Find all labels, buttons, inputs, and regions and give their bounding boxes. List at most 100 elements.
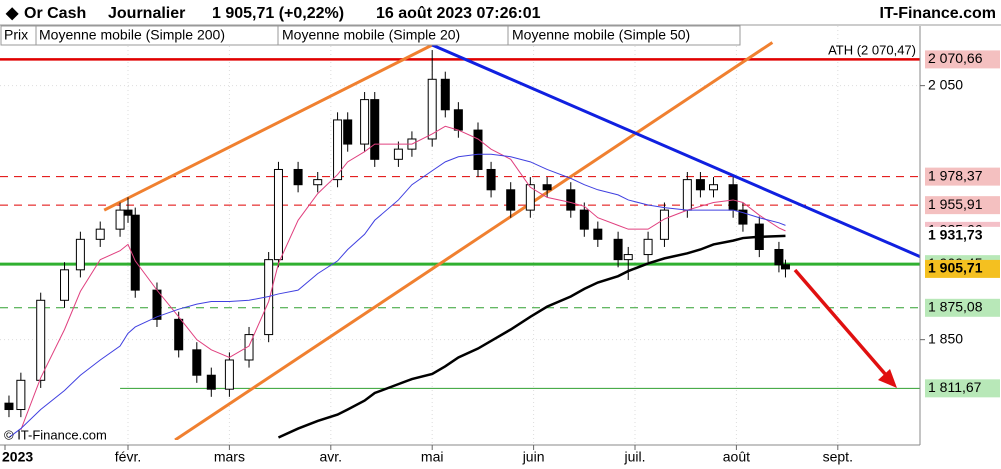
- copyright: © IT-Finance.com: [4, 427, 107, 442]
- y-tick-label: 1 850: [928, 330, 963, 346]
- candle-body: [566, 189, 576, 211]
- candle-body: [659, 209, 669, 240]
- price-label: 1 955,91: [928, 196, 983, 212]
- x-tick-label: août: [723, 449, 750, 465]
- legend-entry: Prix: [4, 27, 28, 43]
- candle-body: [206, 374, 216, 390]
- candle-body: [473, 129, 483, 170]
- candle-body: [440, 78, 450, 111]
- candle-body: [224, 359, 234, 390]
- candle-body: [36, 299, 46, 381]
- candle-body: [360, 99, 370, 145]
- price-label: 2 070,66: [928, 50, 983, 66]
- candle-body: [115, 209, 125, 230]
- legend-entry: Moyenne mobile (Simple 200): [39, 27, 225, 43]
- candle-body: [152, 289, 162, 320]
- candle-body: [95, 228, 105, 240]
- candle-body: [343, 119, 353, 145]
- price-label-box: [925, 259, 1000, 278]
- price-label-box: [925, 298, 1000, 317]
- x-tick-label: juin: [522, 449, 545, 465]
- candle-body: [738, 209, 748, 225]
- candle-body: [370, 99, 380, 160]
- candle-body: [643, 238, 653, 256]
- price-label-box: [925, 379, 1000, 398]
- subtitle: Journalier: [108, 5, 185, 22]
- price-label-box: [925, 226, 1000, 245]
- candle-body: [60, 269, 70, 301]
- candle-body: [427, 78, 437, 140]
- candle-body: [542, 184, 552, 191]
- x-tick-label: sept.: [823, 449, 853, 465]
- candle-body: [244, 334, 254, 361]
- candle-body: [486, 168, 496, 191]
- axis-labels: 2 050 1 850 2023 févr. mars avr. mai juin juil. a…: [2, 50, 1000, 465]
- arrow: [793, 268, 897, 388]
- candles: [4, 50, 790, 418]
- legend: Prix Moyenne mobile (Simple 200) Moyenne…: [0, 25, 741, 46]
- legend-entry: Moyenne mobile (Simple 50): [512, 27, 690, 43]
- price-label: 1 811,67: [928, 379, 982, 395]
- candle-body: [525, 184, 535, 211]
- candle-body: [174, 318, 184, 351]
- candle-body: [728, 184, 738, 211]
- candle-body: [623, 254, 633, 261]
- price-label-box: [925, 167, 1000, 186]
- candle-body: [273, 168, 283, 261]
- annotation: ATH (2 070,47): [828, 42, 916, 57]
- candle-body: [16, 379, 26, 411]
- grid: [0, 26, 920, 445]
- symbol-icon: ◆: [5, 5, 19, 22]
- arrow-head: [878, 369, 897, 388]
- candle-body: [774, 248, 784, 266]
- price-label-box: [925, 50, 1000, 69]
- arrow-shaft: [793, 268, 888, 377]
- candle-body: [130, 214, 140, 291]
- moving-average: [20, 125, 786, 431]
- legend-box: [507, 25, 741, 46]
- source: IT-Finance.com: [880, 5, 996, 22]
- candle-body: [313, 179, 323, 186]
- price-label-box: [925, 196, 1000, 215]
- trendline: [174, 41, 774, 440]
- candle-body: [333, 119, 343, 181]
- title: Or Cash: [24, 5, 86, 22]
- candle-body: [453, 109, 463, 131]
- x-tick-label: 2023: [2, 449, 33, 465]
- price-label: 1 931,73: [928, 227, 983, 243]
- x-tick-label: févr.: [115, 449, 141, 465]
- moving-average: [8, 153, 786, 438]
- quote: 1 905,71 (+0,22%): [212, 5, 344, 22]
- candle-body: [695, 179, 705, 191]
- candle-body: [682, 179, 692, 211]
- candle-body: [123, 209, 133, 216]
- price-label: 1 875,08: [928, 299, 983, 315]
- timestamp: 16 août 2023 07:26:01: [376, 5, 541, 22]
- candle-body: [579, 209, 589, 230]
- moving-average: [277, 234, 786, 439]
- candle-body: [75, 238, 85, 271]
- candle-body: [780, 264, 790, 270]
- candle-body: [192, 349, 202, 376]
- header-bar: [0, 0, 1001, 25]
- candle-body: [506, 189, 516, 211]
- candle-body: [593, 228, 603, 240]
- x-tick-label: avr.: [320, 449, 343, 465]
- x-tick-label: mai: [421, 449, 444, 465]
- candle-body: [4, 402, 14, 411]
- plot-lines: [0, 41, 920, 440]
- trendline: [431, 43, 920, 259]
- moving-averages: [8, 125, 786, 439]
- price-label: 1 905,71: [928, 260, 983, 276]
- candle-body: [709, 184, 719, 191]
- y-tick-label: 2 050: [928, 76, 963, 92]
- candle-body: [393, 148, 403, 160]
- x-tick-label: mars: [214, 449, 245, 465]
- x-tick-label: juil.: [623, 449, 645, 465]
- legend-entry: Moyenne mobile (Simple 20): [282, 27, 460, 43]
- candle-body: [613, 238, 623, 261]
- candle-body: [293, 168, 303, 186]
- trendline: [103, 43, 433, 212]
- price-label: 1 978,37: [928, 167, 983, 183]
